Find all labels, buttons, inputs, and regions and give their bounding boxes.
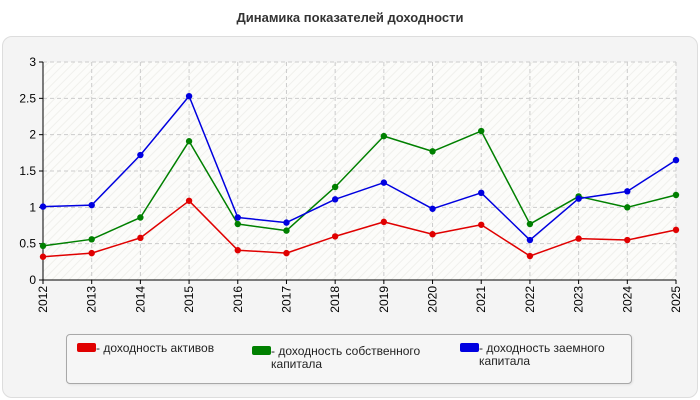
series-layer <box>39 92 680 260</box>
data-point <box>185 138 193 145</box>
data-point <box>137 234 144 242</box>
data-point <box>526 220 534 228</box>
series-line-2 <box>42 95 677 241</box>
legend-label: - доходность собственного капитала <box>271 344 421 371</box>
data-point <box>185 197 193 204</box>
data-point <box>478 221 485 228</box>
x-tick-label: 2013 <box>85 286 99 313</box>
y-tick-label: 0 <box>29 273 36 287</box>
data-point <box>283 249 290 257</box>
y-tick-label: 2 <box>29 128 36 142</box>
data-point <box>429 148 436 155</box>
data-point <box>575 235 582 242</box>
data-point <box>39 203 47 210</box>
data-point <box>88 201 95 209</box>
x-tick-label: 2022 <box>523 286 537 313</box>
x-tick-label: 2016 <box>231 286 245 313</box>
data-point <box>624 204 631 211</box>
data-point <box>575 195 582 202</box>
data-point <box>137 151 144 159</box>
data-point <box>672 191 680 199</box>
data-point <box>234 247 241 254</box>
legend-swatch-green <box>252 346 271 355</box>
data-point <box>283 219 290 226</box>
chart-title: Динамика показателей доходности <box>236 10 464 25</box>
data-point <box>88 236 95 243</box>
y-tick-label: 3 <box>29 55 36 69</box>
data-point <box>380 132 388 140</box>
y-tick-label: 1.5 <box>19 164 36 178</box>
x-tick-label: 2014 <box>133 286 147 313</box>
data-point <box>672 156 680 164</box>
data-point <box>137 214 144 221</box>
data-point <box>39 242 47 250</box>
y-tick-label: 1 <box>29 200 36 214</box>
data-point <box>380 179 388 186</box>
x-tick-label: 2024 <box>620 286 634 313</box>
x-tick-label: 2023 <box>572 286 586 313</box>
data-point <box>429 205 436 212</box>
data-point <box>331 233 339 240</box>
data-point <box>672 226 680 234</box>
legend-label: - доходность активов <box>96 341 215 355</box>
data-point <box>526 252 534 260</box>
data-point <box>234 220 241 228</box>
data-point <box>526 236 534 244</box>
series-line-1 <box>42 130 677 247</box>
x-tick-label: 2017 <box>279 286 293 313</box>
x-tick-label: 2012 <box>36 286 50 313</box>
data-point <box>624 236 631 244</box>
y-tick-label: 0.5 <box>19 237 36 251</box>
series-line-0 <box>42 200 677 258</box>
data-point <box>39 253 47 260</box>
data-point <box>478 127 485 135</box>
legend-label: - доходность заемного капитала <box>479 341 605 368</box>
data-point <box>185 92 193 100</box>
data-point <box>380 218 388 226</box>
data-point <box>429 231 436 238</box>
legend-swatch-red <box>77 343 96 352</box>
grid <box>43 61 677 280</box>
x-tick-label: 2018 <box>328 286 342 313</box>
y-tick-label: 2.5 <box>19 91 36 105</box>
data-point <box>331 196 339 203</box>
x-tick-label: 2025 <box>669 286 683 313</box>
legend-swatch-blue <box>460 343 479 352</box>
data-point <box>234 214 241 221</box>
data-point <box>331 183 339 191</box>
x-tick-label: 2021 <box>474 286 488 313</box>
data-point <box>624 188 631 195</box>
data-point <box>88 249 95 257</box>
x-tick-label: 2019 <box>377 286 391 313</box>
x-tick-label: 2015 <box>182 286 196 313</box>
legend: - доходность активов - доходность собств… <box>66 334 632 384</box>
axes: 0 0.5 1 1.5 2 2.5 3 2012 2013 2014 2015 2016 2017 201… <box>19 55 683 313</box>
data-point <box>283 227 290 234</box>
data-point <box>478 189 485 196</box>
x-tick-label: 2020 <box>426 286 440 313</box>
